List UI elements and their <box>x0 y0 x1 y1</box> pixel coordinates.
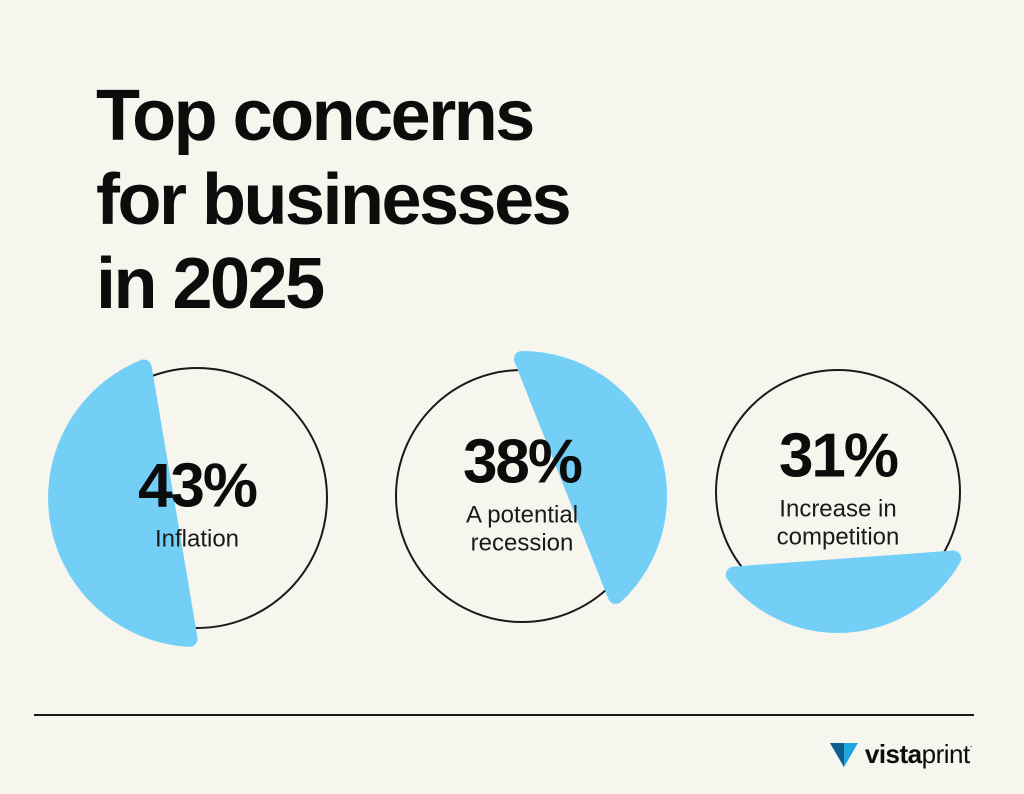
stat-category-label: Increase in <box>779 495 896 522</box>
stat-value-label: 43% <box>138 451 257 520</box>
stat-category-label: recession <box>471 529 574 556</box>
logo-text-light: print <box>921 738 971 769</box>
footer-divider <box>34 714 974 716</box>
value-segment <box>725 550 962 633</box>
title-line: in 2025 <box>96 244 325 324</box>
stat-value-label: 38% <box>463 427 582 496</box>
stat-category-label: A potential <box>466 501 578 528</box>
stat-category-label: Inflation <box>155 525 239 552</box>
title-line: for businesses <box>96 160 572 240</box>
vistaprint-triangle-icon <box>829 743 858 767</box>
logo-wordmark: vistaprint. <box>864 738 973 770</box>
stat-circle: 43% Inflation <box>48 359 328 647</box>
stat-category-label: competition <box>777 523 900 550</box>
page-title: Top concerns for businesses in 2025 <box>96 74 696 326</box>
vistaprint-logo: vistaprint. <box>829 734 973 774</box>
logo-text-bold: vista <box>864 738 922 769</box>
stat-value-label: 31% <box>779 421 898 490</box>
title-line: Top concerns <box>96 76 535 156</box>
value-segment <box>48 359 198 647</box>
logo-mark-dot: . <box>969 738 973 750</box>
value-segment <box>514 351 668 604</box>
